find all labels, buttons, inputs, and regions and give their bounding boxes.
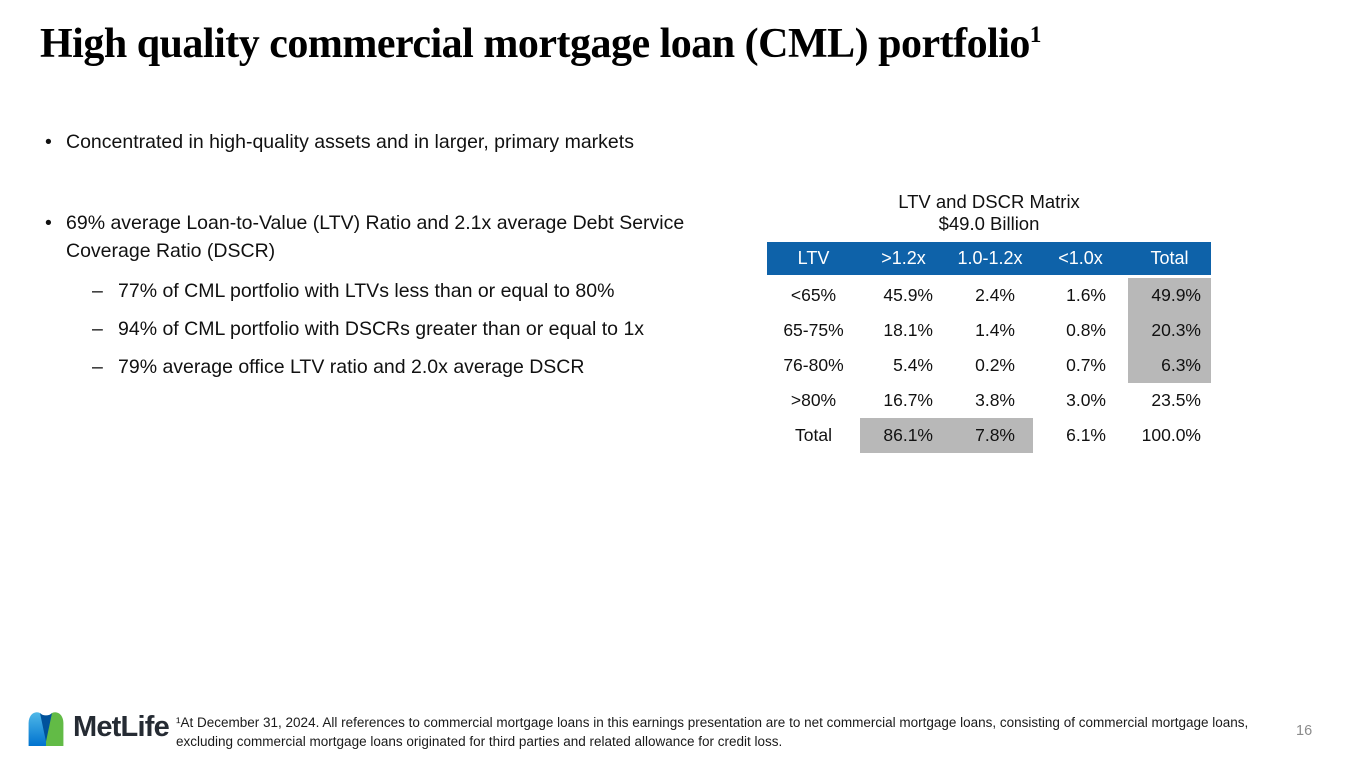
matrix-row-label: Total [795, 425, 832, 445]
sub-bullet-text: 77% of CML portfolio with LTVs less than… [118, 280, 615, 302]
matrix-title-line2: $49.0 Billion [938, 213, 1040, 234]
sub-bullet-text: 79% average office LTV ratio and 2.0x av… [118, 356, 585, 378]
matrix-row-label: 65-75% [783, 320, 844, 340]
page-title: High quality commercial mortgage loan (C… [40, 20, 1320, 68]
matrix-cell: 18.1% [883, 320, 933, 340]
matrix-cell: 5.4% [893, 355, 933, 375]
matrix-cell: 100.0% [1141, 425, 1201, 445]
bullet-item: • 69% average Loan-to-Value (LTV) Ratio … [40, 209, 730, 265]
matrix-cell-highlighted: 49.9% [1128, 278, 1211, 313]
ltv-dscr-matrix: LTV and DSCR Matrix $49.0 Billion LTV >1… [767, 191, 1211, 453]
matrix-header-cell: 1.0-1.2x [957, 248, 1023, 268]
matrix-body: <65% 45.9% 2.4% 1.6% 49.9% 65-75% 18.1% … [767, 278, 1211, 453]
dash-icon: – [92, 318, 103, 340]
matrix-cell: 3.8% [975, 390, 1015, 410]
dash-icon: – [92, 356, 103, 378]
matrix-row-label: >80% [790, 390, 837, 410]
matrix-header-row: LTV >1.2x 1.0-1.2x <1.0x Total [767, 242, 1211, 275]
matrix-cell-highlighted: 20.3% [1128, 313, 1211, 348]
matrix-cell: 0.2% [975, 355, 1015, 375]
page-title-text: High quality commercial mortgage loan (C… [40, 21, 1030, 67]
matrix-cell: 16.7% [883, 390, 933, 410]
matrix-cell: 3.0% [1066, 390, 1106, 410]
matrix-header-cell: LTV [797, 248, 830, 268]
bullet-icon: • [45, 212, 52, 234]
matrix-cell: 45.9% [883, 285, 933, 305]
matrix-title: LTV and DSCR Matrix $49.0 Billion [767, 191, 1211, 235]
metlife-logo: MetLife [28, 709, 170, 746]
sub-bullet-item: – 77% of CML portfolio with LTVs less th… [92, 277, 730, 305]
page-number: 16 [1296, 723, 1313, 739]
matrix-cell-highlighted: 86.1% [860, 418, 947, 453]
bullet-text: Concentrated in high-quality assets and … [66, 131, 634, 153]
sub-bullet-list: – 77% of CML portfolio with LTVs less th… [92, 277, 730, 381]
footnote: ¹At December 31, 2024. All references to… [176, 715, 1249, 749]
dash-icon: – [92, 280, 103, 302]
matrix-cell: 0.7% [1066, 355, 1106, 375]
matrix-row-label: 76-80% [783, 355, 844, 375]
matrix-cell: 2.4% [975, 285, 1015, 305]
bullet-text: 69% average Loan-to-Value (LTV) Ratio an… [66, 212, 685, 262]
sub-bullet-item: – 79% average office LTV ratio and 2.0x … [92, 353, 730, 381]
matrix-cell-highlighted: 6.3% [1128, 348, 1211, 383]
matrix-cell: 1.6% [1066, 285, 1106, 305]
matrix-cell: 23.5% [1151, 390, 1201, 410]
matrix-title-line1: LTV and DSCR Matrix [898, 191, 1080, 212]
matrix-cell-highlighted: 7.8% [947, 418, 1033, 453]
sub-bullet-item: – 94% of CML portfolio with DSCRs greate… [92, 315, 730, 343]
matrix-header-cell: <1.0x [1058, 248, 1103, 268]
matrix-header-cell: >1.2x [881, 248, 926, 268]
title-footnote-marker: 1 [1029, 21, 1042, 47]
bullet-item: • Concentrated in high-quality assets an… [40, 128, 730, 156]
matrix-cell: 6.1% [1066, 425, 1106, 445]
matrix-cell: 0.8% [1066, 320, 1106, 340]
metlife-wordmark: MetLife [73, 711, 170, 743]
sub-bullet-text: 94% of CML portfolio with DSCRs greater … [118, 318, 645, 340]
bullet-icon: • [45, 131, 52, 153]
matrix-cell: 1.4% [975, 320, 1015, 340]
metlife-m-icon [28, 712, 64, 746]
matrix-header-cell: Total [1150, 248, 1189, 268]
matrix-row-label: <65% [790, 285, 837, 305]
bullet-list: • Concentrated in high-quality assets an… [40, 128, 730, 391]
